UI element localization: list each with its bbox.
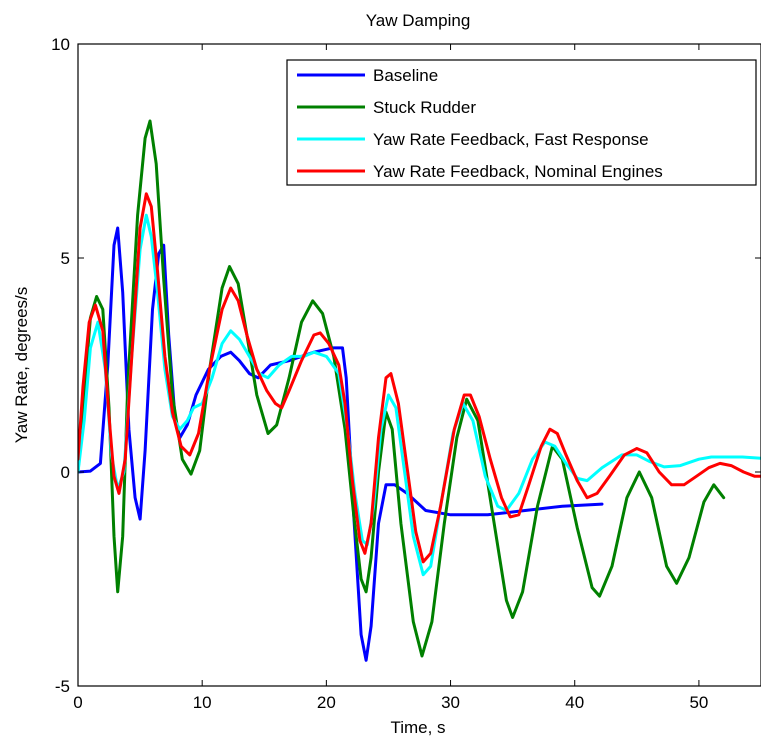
x-tick-label: 30 bbox=[441, 693, 460, 712]
y-tick-label: 0 bbox=[61, 463, 70, 482]
series-line-2 bbox=[78, 119, 726, 658]
y-axis-label: Yaw Rate, degrees/s bbox=[12, 287, 31, 444]
x-tick-label: 20 bbox=[317, 693, 336, 712]
plot-frame bbox=[77, 43, 761, 687]
x-tick-label: 0 bbox=[73, 693, 82, 712]
x-axis-label: Time, s bbox=[390, 718, 445, 737]
plot-lines bbox=[78, 119, 761, 662]
y-tick-label: -5 bbox=[55, 677, 70, 696]
legend-label: Stuck Rudder bbox=[373, 98, 476, 117]
y-tick-label: 5 bbox=[61, 249, 70, 268]
series-line-4 bbox=[78, 192, 761, 564]
legend-label: Yaw Rate Feedback, Fast Response bbox=[373, 130, 649, 149]
y-tick-label: 10 bbox=[51, 35, 70, 54]
legend-box bbox=[286, 59, 757, 186]
legend-label: Baseline bbox=[373, 66, 438, 85]
legend: Baseline Stuck Rudder Yaw Rate Feedback, F… bbox=[286, 59, 757, 186]
series-line-3 bbox=[78, 213, 761, 577]
x-tick-label: 40 bbox=[565, 693, 584, 712]
chart-title: Yaw Damping bbox=[366, 11, 471, 30]
series-line-1 bbox=[78, 226, 604, 662]
legend-label: Yaw Rate Feedback, Nominal Engines bbox=[373, 162, 663, 181]
x-tick-label: 50 bbox=[689, 693, 708, 712]
x-tick-label: 10 bbox=[193, 693, 212, 712]
